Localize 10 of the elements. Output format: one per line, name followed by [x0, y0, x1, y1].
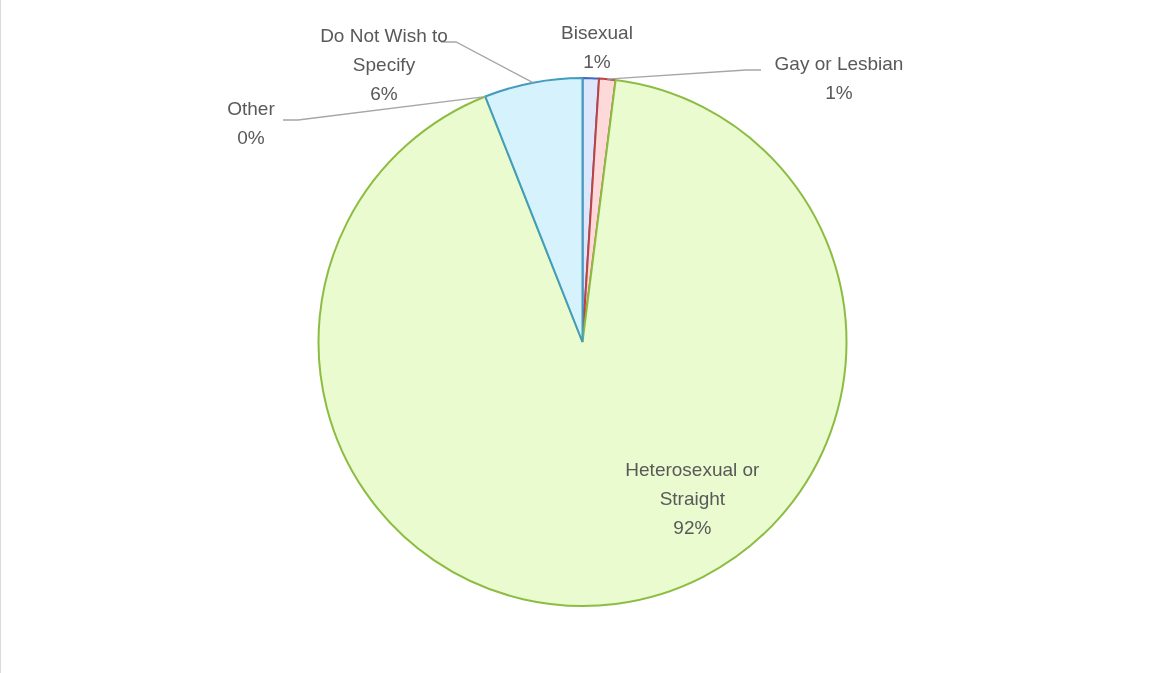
category-label: Other	[227, 98, 275, 120]
text: 0%	[237, 127, 265, 149]
data-label: 1%	[825, 82, 853, 104]
slice-label: Bisexual	[561, 22, 633, 44]
slice-label: Do Not Wish to Specify	[320, 25, 448, 76]
slice-label: Heterosexual or Straight	[625, 459, 761, 510]
slice-label: Gay or Lesbian	[774, 53, 904, 75]
data-label: 92%	[673, 517, 712, 539]
data-label: 6%	[370, 83, 398, 105]
data-label: 1%	[583, 51, 611, 73]
